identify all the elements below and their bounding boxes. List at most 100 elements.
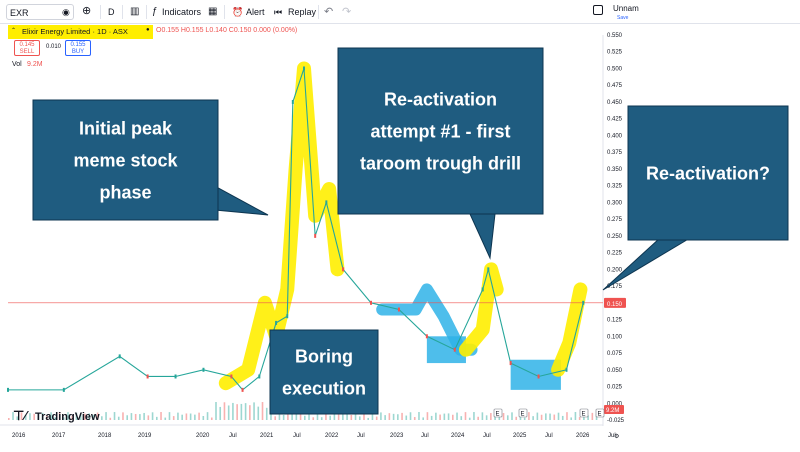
volume-bar <box>304 415 306 420</box>
candles-icon[interactable]: ▥ <box>130 6 140 17</box>
callout_1-box <box>32 99 219 221</box>
volume-bar <box>164 417 167 420</box>
time-tick-label: 2026 <box>576 433 590 439</box>
buy-label: BUY <box>71 49 85 55</box>
redo-icon[interactable]: ↷ <box>342 6 352 18</box>
volume-bar <box>194 414 196 420</box>
price-point <box>487 267 490 272</box>
price-point <box>275 320 278 325</box>
layout-grid-icon[interactable]: ▦ <box>208 6 218 17</box>
price-point <box>537 374 540 379</box>
price-tick-label: 0.325 <box>607 184 623 190</box>
interval-button[interactable]: D <box>108 7 115 17</box>
volume-bar <box>346 413 348 420</box>
volume-bar <box>578 417 581 420</box>
time-tick-label: 2025 <box>513 433 527 439</box>
reactivation-1-highlight <box>458 262 504 357</box>
time-tick-label: 2024 <box>451 433 465 439</box>
earnings-marker[interactable] <box>493 408 503 418</box>
volume-bar <box>342 413 344 420</box>
volume-bar <box>363 412 365 420</box>
volume-bar <box>337 414 340 420</box>
time-tick-label: Jul <box>229 433 237 439</box>
compare-plus-icon[interactable]: ⊕ <box>82 5 92 17</box>
time-tick-label: 2018 <box>98 433 112 439</box>
price-tick-label: 0.375 <box>607 150 623 156</box>
time-tick-label: 2022 <box>325 433 339 439</box>
volume-bar <box>202 416 205 420</box>
layout-icon[interactable] <box>593 5 603 15</box>
price-tick-label: 0.275 <box>607 217 623 223</box>
volume-bar <box>439 414 441 420</box>
price-tick-label: 0.475 <box>607 83 623 89</box>
price-point <box>342 267 345 272</box>
buy-button[interactable]: 0.155 BUY <box>65 40 91 56</box>
price-tick-label: 0.100 <box>607 334 623 340</box>
volume-bar <box>485 415 488 420</box>
price-point <box>303 66 305 71</box>
volume-bar <box>62 417 65 420</box>
volume-bar <box>236 404 238 420</box>
volume-bar <box>109 417 112 420</box>
volume-bar <box>50 412 52 420</box>
volume-bar <box>54 417 57 420</box>
indicators-button[interactable]: Indicators <box>162 7 202 17</box>
time-tick-label: Jul <box>293 433 301 439</box>
time-tick-label: 2020 <box>196 433 210 439</box>
volume-bar <box>219 406 222 420</box>
price-tick-label: 0.075 <box>607 351 623 357</box>
volume-bar <box>435 412 437 420</box>
volume-bar <box>105 412 107 420</box>
volume-bar <box>545 413 547 420</box>
volume-bar <box>452 414 454 420</box>
volume-badge-label: 9.2M <box>606 408 619 414</box>
save-button[interactable]: Save <box>617 15 629 21</box>
volume-bar <box>12 412 14 420</box>
volume-bar <box>515 416 518 420</box>
volume-bar <box>523 417 526 420</box>
price-point <box>202 367 205 372</box>
volume-bar <box>468 417 471 420</box>
volume-bar <box>240 403 243 420</box>
alert-button[interactable]: Alert <box>246 7 265 17</box>
time-tick-label: 2023 <box>390 433 404 439</box>
price-point <box>258 374 261 379</box>
volume-bar <box>481 412 484 420</box>
volume-bar <box>33 413 35 420</box>
volume-bar <box>117 416 120 420</box>
callout_1-line: Initial peak <box>79 118 173 138</box>
replay-button[interactable]: Replay <box>288 7 317 17</box>
volume-bar <box>358 416 361 420</box>
collapse-arrow-icon[interactable]: ⌃ <box>11 28 17 34</box>
callout_1-line: meme stock <box>73 150 178 170</box>
toolbar-divider <box>100 5 101 19</box>
volume-bar <box>198 412 200 420</box>
volume-bar <box>206 412 209 420</box>
eye-icon[interactable]: ◉ <box>62 7 70 17</box>
volume-bar <box>253 402 255 420</box>
volume-bar <box>587 415 589 420</box>
sell-button[interactable]: 0.145 SELL <box>14 40 40 56</box>
symbol-search-input[interactable]: EXR <box>6 4 74 20</box>
earnings-marker[interactable] <box>595 408 605 418</box>
volume-bar <box>215 402 217 420</box>
layout-name[interactable]: Unnam <box>613 4 639 13</box>
volume-bar <box>41 412 44 420</box>
earnings-marker[interactable] <box>518 408 528 418</box>
earnings-marker-label: E <box>582 412 586 418</box>
undo-icon[interactable]: ↶ <box>324 6 334 18</box>
settings-gear-icon[interactable]: ⚙ <box>614 433 619 440</box>
volume-bar <box>380 412 382 420</box>
earnings-marker[interactable] <box>579 408 589 418</box>
price-point <box>565 367 568 372</box>
volume-bar <box>561 415 564 420</box>
price-point <box>174 374 177 379</box>
volume-bar <box>172 416 175 420</box>
replay-icon: ⏮ <box>274 7 283 17</box>
legend-title[interactable]: Elixir Energy Limited · 1D · ASX <box>22 27 128 36</box>
sell-price: 0.145 <box>19 42 35 48</box>
volume-bar <box>409 412 412 420</box>
volume-badge <box>604 405 624 414</box>
volume-bar <box>257 406 260 420</box>
price-chart[interactable]: 0.550 0.525 0.500 0.475 0.450 0.425 0.400 0.375… <box>0 24 800 452</box>
